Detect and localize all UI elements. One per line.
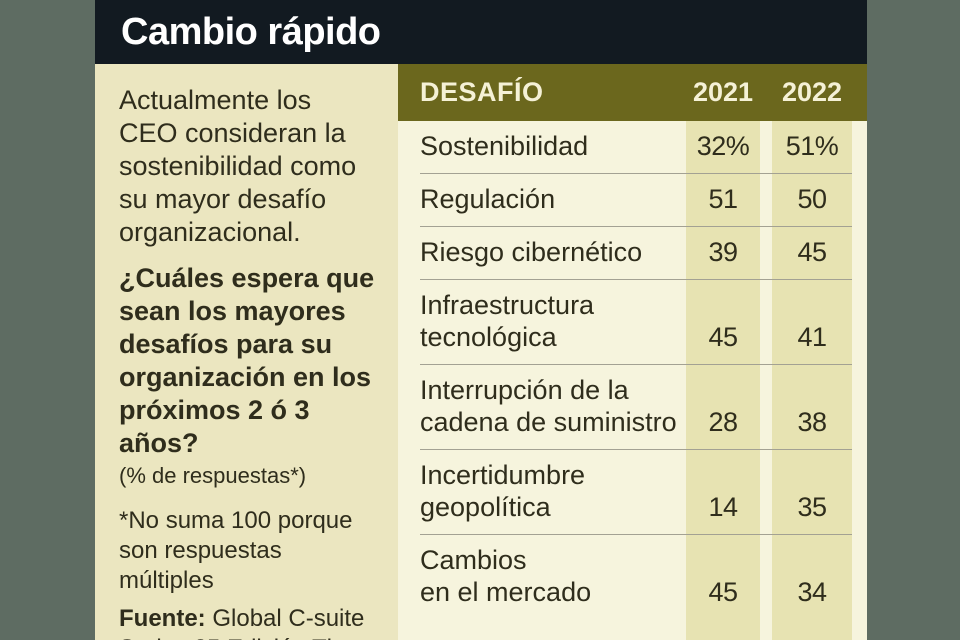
table-row: Incertidumbre geopolítica 14 35: [398, 450, 867, 535]
value-2021: 14: [708, 492, 738, 522]
row-label: Cambios en el mercado: [420, 545, 592, 607]
row-label: Infraestructura tecnológica: [420, 290, 595, 352]
source-line: Fuente: Global C-suite Series 25 Edición…: [119, 604, 380, 640]
column-header-2022: 2022: [781, 77, 843, 107]
value-2022: 45: [797, 237, 827, 267]
page-title: Cambio rápido: [121, 10, 381, 53]
table-row: Sostenibilidad 32% 51%: [398, 121, 867, 174]
table-row: Riesgo cibernético 39 45: [398, 227, 867, 280]
table-row: Interrupción de la cadena de suministro …: [398, 365, 867, 450]
footnote-text: *No suma 100 porque son respuestas múlti…: [119, 507, 353, 594]
table-rows: Sostenibilidad 32% 51% Regulación 51 50 …: [398, 121, 867, 620]
table-header-row: DESAFÍO 2021 2022: [398, 64, 867, 121]
column-header-desafio: DESAFÍO: [420, 77, 544, 107]
column-stripe-2022: [772, 121, 852, 640]
value-2022: 38: [797, 407, 827, 437]
value-2022: 50: [797, 184, 827, 214]
source-text: Global C-suite Series 25 Edición The CEO…: [119, 605, 365, 640]
intro-panel: Actualmente los CEO consideran la sosten…: [95, 64, 398, 640]
value-2022: 35: [797, 492, 827, 522]
value-2022: 41: [797, 322, 827, 352]
value-2022: 51%: [785, 131, 839, 161]
value-2021: 39: [708, 237, 738, 267]
question-text: ¿Cuáles espera que sean los mayores desa…: [119, 263, 375, 458]
value-2021: 32%: [696, 131, 750, 161]
question-note: (% de respuestas*): [119, 463, 307, 488]
row-label: Riesgo cibernético: [420, 237, 643, 267]
source-label: Fuente:: [119, 605, 206, 632]
column-stripe-2021: [686, 121, 760, 640]
challenges-table: DESAFÍO 2021 2022 Sostenibilidad 32% 51%…: [398, 64, 867, 640]
value-2021: 45: [708, 322, 738, 352]
table-row: Cambios en el mercado 45 34: [398, 535, 867, 620]
row-label: Regulación: [420, 184, 556, 214]
intro-text: Actualmente los CEO consideran la sosten…: [119, 85, 357, 247]
column-header-2021: 2021: [692, 77, 754, 107]
value-2021: 51: [708, 184, 738, 214]
value-2022: 34: [797, 577, 827, 607]
table-row: Infraestructura tecnológica 45 41: [398, 280, 867, 365]
value-2021: 28: [708, 407, 738, 437]
title-bar: Cambio rápido: [95, 0, 867, 64]
value-2021: 45: [708, 577, 738, 607]
row-label: Interrupción de la cadena de suministro: [420, 375, 677, 437]
table-row: Regulación 51 50: [398, 174, 867, 227]
row-label: Sostenibilidad: [420, 131, 589, 161]
row-label: Incertidumbre geopolítica: [420, 460, 586, 522]
